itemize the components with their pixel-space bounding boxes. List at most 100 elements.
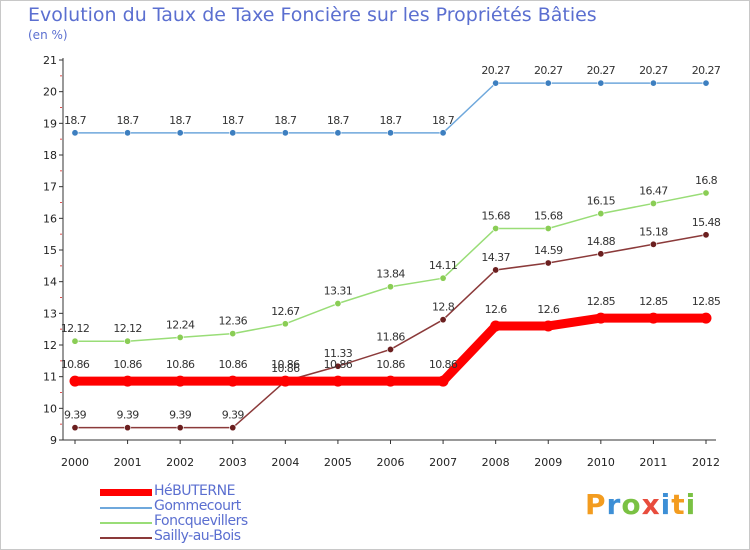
legend-label: Foncquevillers [154,513,248,529]
data-point [176,333,184,341]
y-tick-label: 20 [43,86,57,99]
data-point [437,375,449,387]
data-point [544,79,552,87]
x-tick-label: 2003 [219,456,247,469]
data-label: 15.18 [639,225,668,238]
data-point [647,312,659,324]
data-label: 9.39 [222,409,245,422]
data-label: 12.67 [271,305,300,318]
data-point [176,129,184,137]
data-label: 13.31 [324,285,353,298]
data-label: 12.6 [537,303,560,316]
data-point [279,375,291,387]
data-label: 10.86 [166,358,195,371]
data-point [542,320,554,332]
data-point [700,312,712,324]
data-point [332,375,344,387]
x-tick-label: 2011 [639,456,667,469]
y-tick-label: 14 [43,276,57,289]
data-point [71,337,79,345]
y-tick-label: 16 [43,212,57,225]
data-point [334,129,342,137]
legend-swatch [100,522,152,524]
data-label: 10.86 [271,362,300,375]
data-label: 20.27 [639,64,668,77]
y-tick-label: 17 [43,181,57,194]
data-label: 18.7 [379,114,402,127]
x-tick-label: 2008 [482,456,510,469]
data-point [492,79,500,87]
data-label: 15.68 [481,209,510,222]
data-point [122,375,134,387]
data-point [492,224,500,232]
data-label: 14.59 [534,244,563,257]
data-label: 15.48 [692,216,721,229]
data-label: 18.7 [432,114,455,127]
data-point [439,129,447,137]
data-label: 9.39 [117,409,140,422]
data-label: 10.86 [376,358,405,371]
x-tick-label: 2012 [692,456,720,469]
data-point [229,129,237,137]
y-tick-label: 11 [43,371,57,384]
data-point [597,210,605,218]
y-tick-label: 10 [43,402,57,415]
data-point [281,320,289,328]
chart-title: Evolution du Taux de Taxe Foncière sur l… [28,4,597,26]
data-point [71,129,79,137]
data-point [124,424,132,432]
data-label: 10.86 [61,358,90,371]
data-point [702,189,710,197]
data-label: 20.27 [534,64,563,77]
data-point [439,274,447,282]
data-point [544,224,552,232]
data-point [281,129,289,137]
data-label: 18.7 [327,114,350,127]
y-tick-label: 21 [43,54,57,67]
data-point [124,129,132,137]
x-tick-label: 2000 [61,456,89,469]
data-label: 12.8 [432,301,455,314]
data-label: 12.36 [219,315,248,328]
data-label: 20.27 [587,64,616,77]
data-point [386,283,394,291]
legend-label: Gommecourt [154,498,241,514]
data-point [649,199,657,207]
y-tick-label: 18 [43,149,57,162]
x-tick-label: 2001 [114,456,142,469]
data-label: 9.39 [169,409,192,422]
data-label: 16.15 [587,195,616,208]
data-point [702,231,710,239]
x-tick-label: 2005 [324,456,352,469]
data-label: 10.86 [219,358,248,371]
data-label: 12.6 [485,303,508,316]
y-tick-label: 12 [43,339,57,352]
data-point [597,79,605,87]
data-point [385,375,396,387]
data-label: 9.39 [64,409,87,422]
data-label: 10.86 [429,358,458,371]
data-label: 18.7 [117,114,140,127]
y-tick-label: 15 [43,244,57,257]
y-tick-label: 13 [43,307,57,320]
data-label: 10.86 [113,358,142,371]
data-label: 14.37 [481,251,510,264]
data-point [229,424,237,432]
data-label: 16.8 [695,174,718,187]
data-point [649,79,657,87]
legend-swatch [100,489,152,496]
data-point [439,316,447,324]
data-point [334,300,342,308]
data-point [597,250,605,258]
data-point [492,266,500,274]
legend-swatch [100,507,152,509]
data-point [386,129,394,137]
data-label: 12.24 [166,318,195,331]
data-point [334,362,342,370]
data-point [702,79,710,87]
x-tick-label: 2002 [166,456,194,469]
data-point [124,337,132,345]
x-tick-label: 2007 [429,456,457,469]
data-label: 12.12 [61,322,90,335]
